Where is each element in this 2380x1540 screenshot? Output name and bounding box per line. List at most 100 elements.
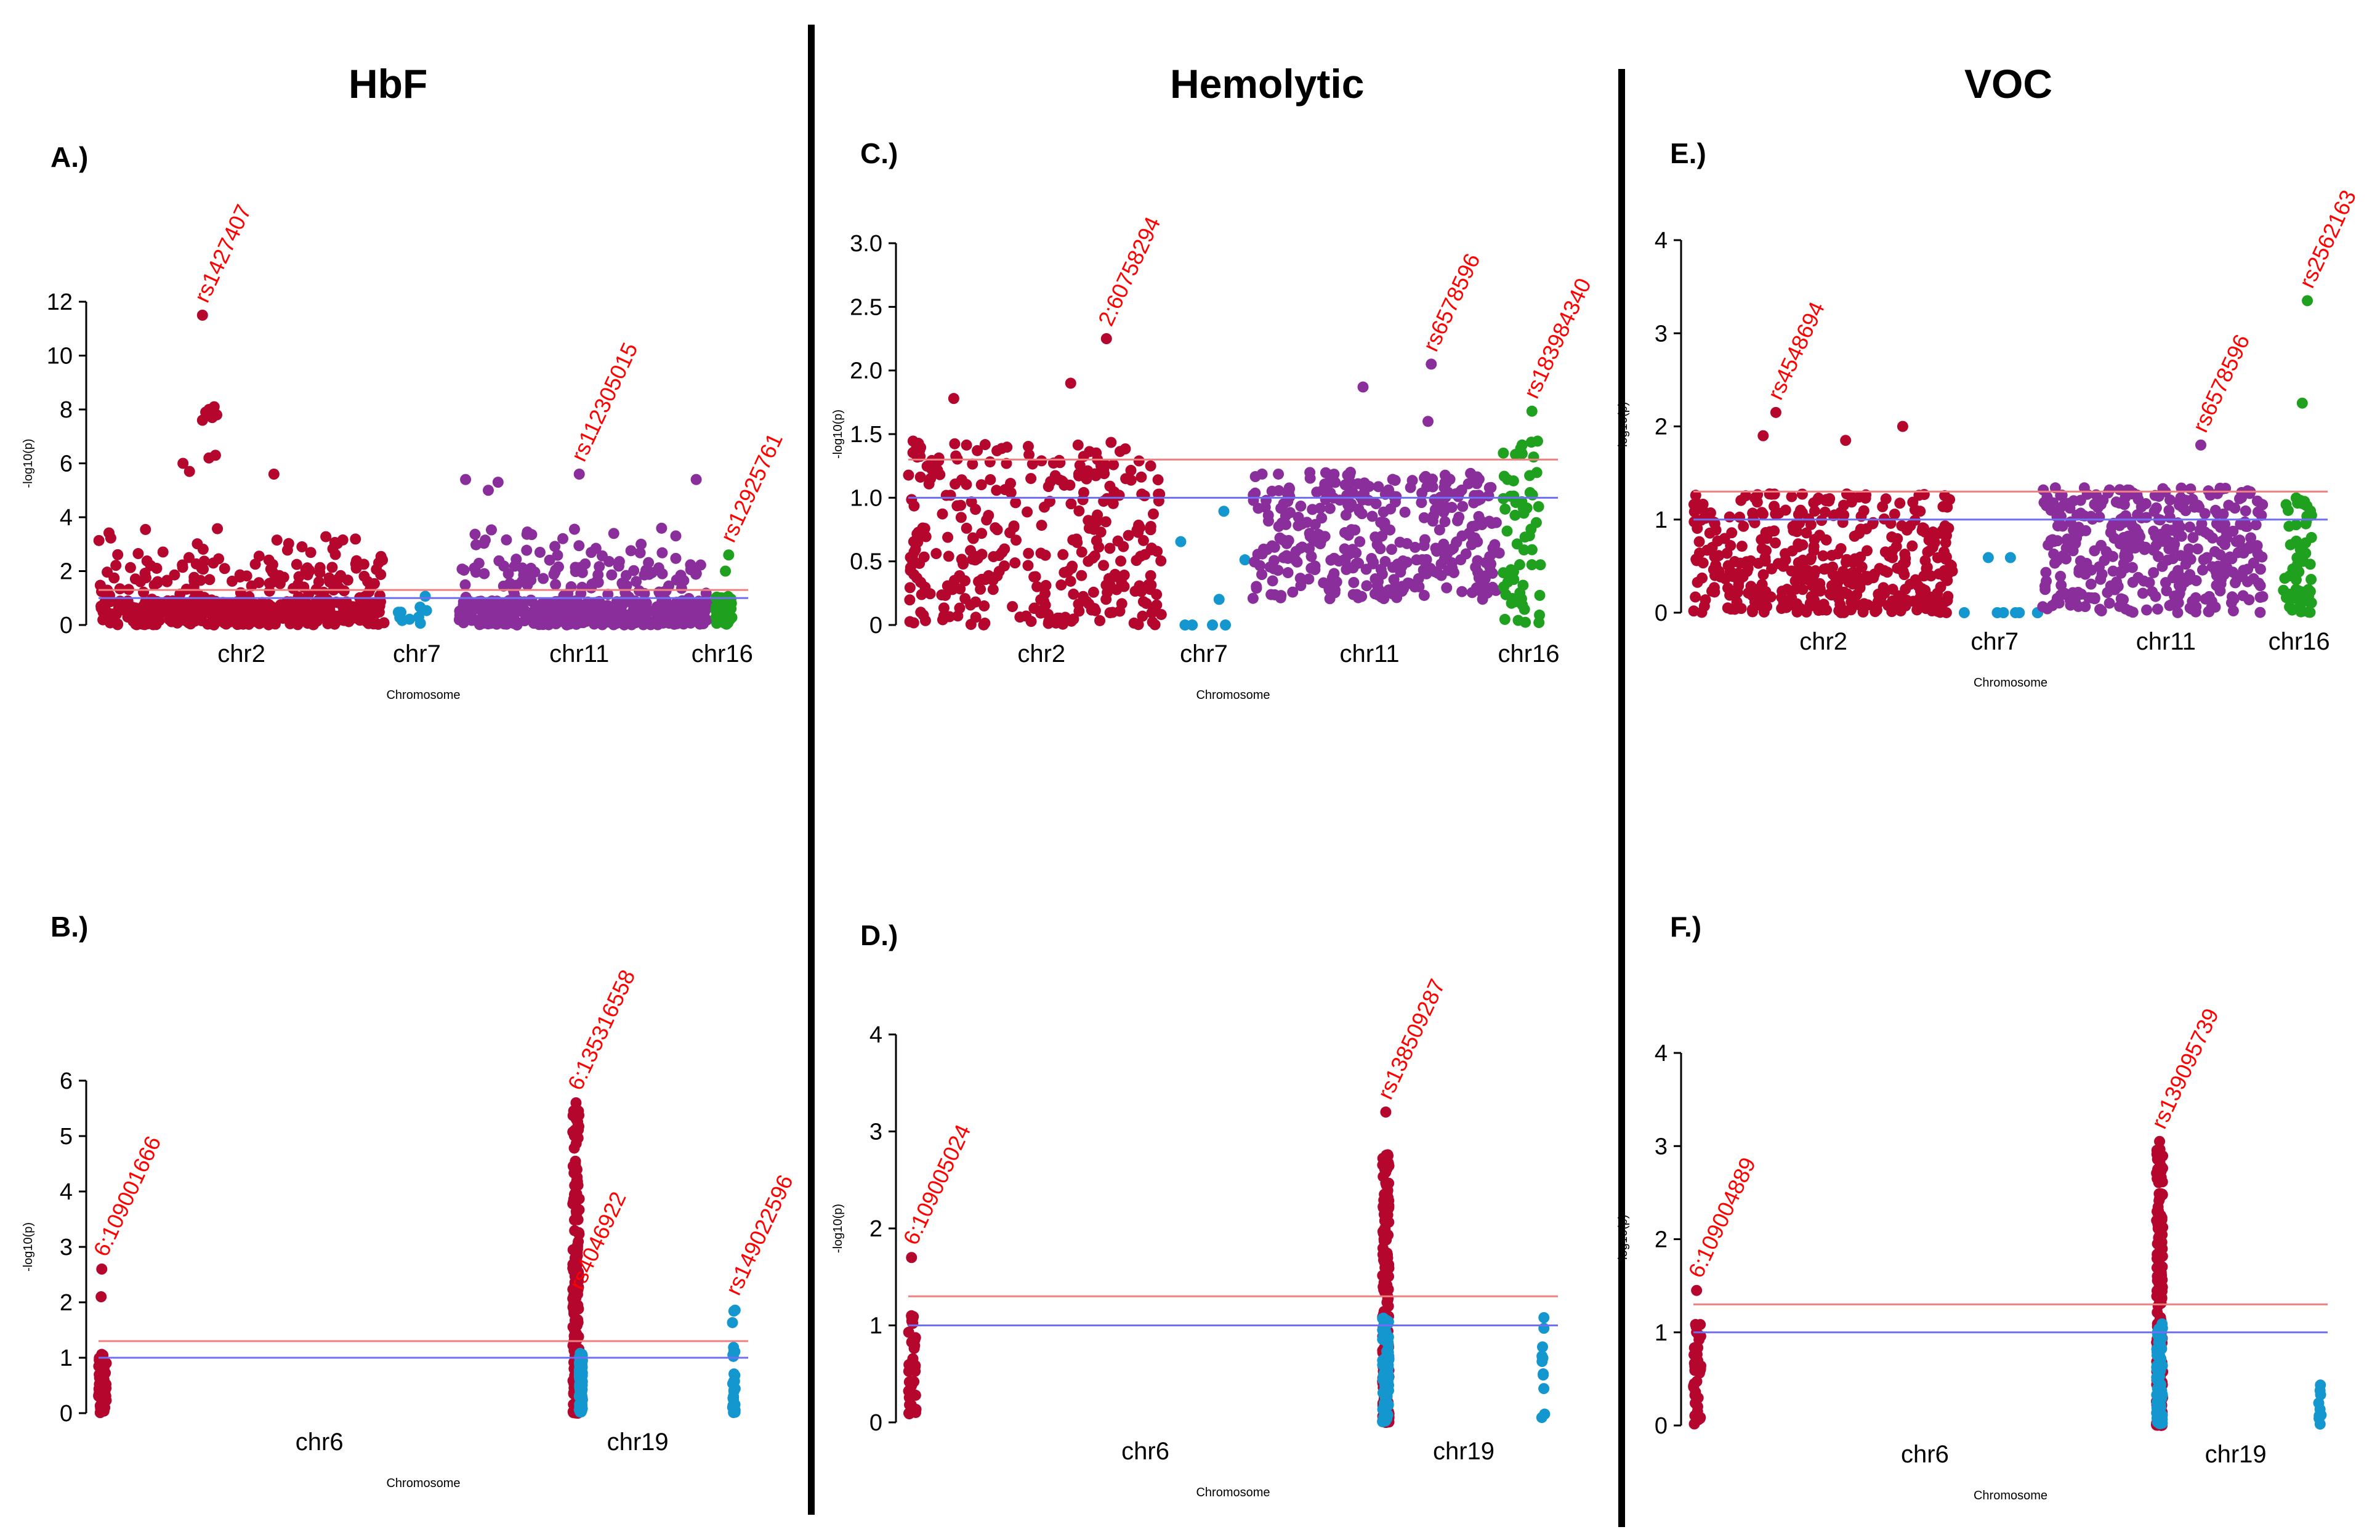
panel-label-a: A.): [50, 141, 89, 173]
data-point: [576, 581, 588, 593]
data-point: [983, 510, 994, 522]
data-point: [991, 524, 1003, 536]
data-point: [608, 528, 619, 539]
data-point: [2073, 564, 2085, 576]
data-point: [1719, 533, 1730, 544]
x-tick-label: chr2: [1017, 640, 1065, 667]
data-point: [167, 595, 179, 607]
data-point: [1025, 473, 1037, 485]
data-point: [1534, 609, 1546, 621]
data-point: [586, 547, 597, 558]
column-title-hbf: HbF: [349, 61, 428, 107]
data-point: [970, 550, 982, 562]
data-point: [2172, 607, 2184, 618]
data-point: [940, 589, 951, 601]
data-point: [1382, 1331, 1394, 1343]
y-tick-label: 0: [60, 1401, 73, 1427]
data-point: [1940, 551, 1952, 563]
panel-label-d: D.): [860, 919, 898, 951]
chromosome-group-chr2: [93, 523, 390, 631]
data-point: [538, 573, 549, 584]
data-point: [1713, 550, 1725, 562]
data-point: [224, 598, 235, 610]
data-point: [1295, 580, 1307, 592]
data-point: [572, 1314, 584, 1326]
data-point: [1439, 549, 1451, 561]
data-point: [2048, 548, 2060, 560]
data-point: [234, 569, 246, 581]
data-point: [244, 610, 256, 622]
data-point: [197, 543, 209, 555]
chromosome-group-chr16: [2278, 492, 2317, 618]
data-point: [141, 555, 153, 567]
data-point: [1483, 515, 1495, 527]
data-point: [1378, 1414, 1390, 1426]
x-tick-label: chr7: [1971, 628, 2019, 655]
highlight-point: [1380, 1107, 1392, 1118]
data-point: [913, 438, 924, 450]
data-point: [2148, 525, 2160, 537]
data-point: [2184, 569, 2196, 581]
data-point: [1399, 506, 1411, 518]
y-tick-label: 6: [60, 451, 73, 477]
x-axis-label: Chromosome: [1974, 676, 2047, 690]
data-point: [1756, 507, 1768, 518]
data-point: [2147, 586, 2158, 598]
data-point: [1394, 536, 1406, 548]
data-point: [2163, 504, 2175, 516]
data-point: [1416, 497, 1427, 509]
data-point: [1363, 481, 1375, 493]
data-point: [2060, 542, 2072, 554]
data-point: [568, 1290, 579, 1302]
data-point: [129, 573, 141, 585]
data-point: [414, 618, 426, 629]
data-point: [1793, 565, 1804, 577]
data-point: [531, 617, 543, 629]
x-tick-label: chr6: [1901, 1441, 1949, 1468]
data-point: [240, 593, 252, 605]
chromosome-group-chr19a: [573, 1347, 588, 1418]
y-tick-label: 2: [1655, 1227, 1668, 1253]
data-point: [1120, 473, 1132, 485]
x-tick-label: chr19: [2205, 1441, 2267, 1468]
data-point: [1506, 565, 1518, 577]
data-point: [1942, 569, 1953, 581]
y-tick-label: 10: [47, 344, 73, 369]
data-point: [313, 594, 325, 606]
data-point: [1920, 603, 1932, 615]
data-point: [114, 583, 126, 595]
data-point: [1906, 540, 1918, 552]
data-point: [2059, 587, 2071, 599]
data-point: [2085, 578, 2097, 590]
data-point: [185, 605, 197, 617]
data-point: [1145, 460, 1156, 472]
data-point: [2156, 1188, 2168, 1200]
data-point: [2155, 1175, 2166, 1187]
data-point: [2155, 1401, 2166, 1413]
data-point: [1382, 1398, 1394, 1410]
data-point: [924, 588, 936, 600]
data-point: [999, 543, 1010, 555]
data-point: [1795, 556, 1807, 568]
data-point: [1273, 468, 1285, 480]
data-point: [1776, 603, 1788, 615]
highlight-point: [492, 477, 504, 488]
y-tick-label: 1.5: [850, 422, 882, 448]
data-point: [1870, 606, 1881, 618]
data-point: [976, 528, 988, 539]
data-point: [1361, 580, 1373, 592]
chromosome-group-chr6a: [1688, 1319, 1706, 1430]
data-point: [954, 583, 966, 595]
data-point: [1054, 474, 1065, 486]
y-axis-label: -log10(p): [831, 409, 845, 459]
x-tick-label: chr16: [692, 640, 753, 667]
data-point: [1304, 542, 1315, 554]
highlight-point: [570, 1097, 582, 1108]
data-point: [1493, 547, 1505, 559]
data-point: [350, 533, 361, 545]
data-point: [1847, 557, 1859, 568]
data-point: [1350, 547, 1362, 559]
data-point: [151, 576, 163, 587]
data-point: [550, 564, 562, 576]
data-point: [1923, 534, 1935, 546]
